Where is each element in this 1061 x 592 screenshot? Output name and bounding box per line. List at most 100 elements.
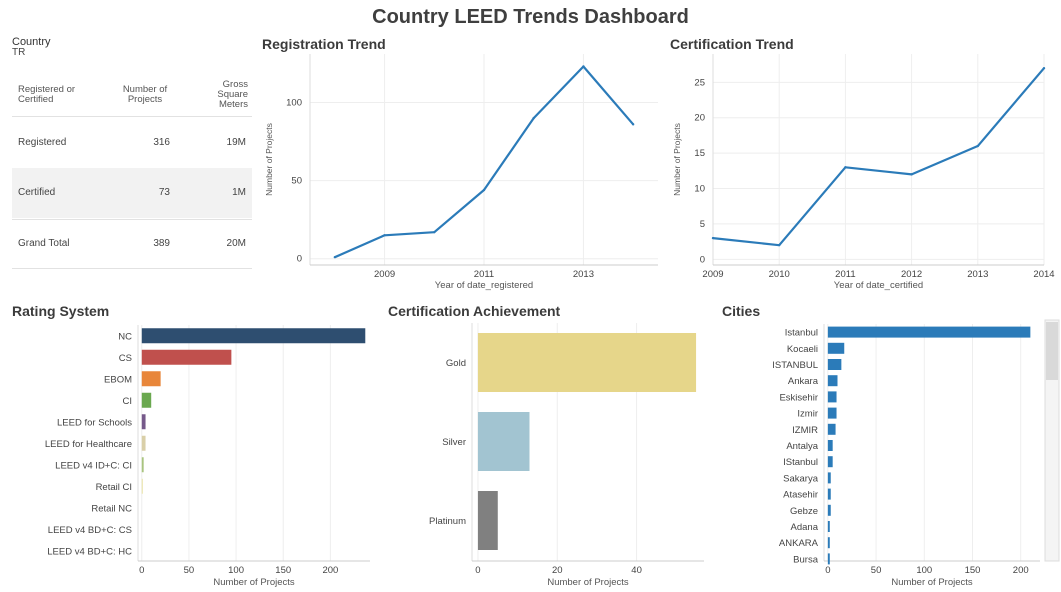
- category-label: Ankara: [788, 376, 819, 387]
- category-label: LEED for Healthcare: [45, 439, 132, 450]
- registration-trend-title: Registration Trend: [262, 36, 386, 52]
- dashboard-title: Country LEED Trends Dashboard: [372, 6, 689, 28]
- x-tick-label: 150: [965, 565, 981, 576]
- category-label: EBOM: [104, 374, 132, 385]
- bar: [827, 407, 837, 419]
- table-row-label: Certified: [18, 187, 56, 198]
- certification-trend-title: Certification Trend: [670, 36, 794, 52]
- y-tick-label: 10: [694, 184, 705, 195]
- table-row-projects: 389: [153, 238, 170, 249]
- y-axis-title: Number of Projects: [264, 123, 274, 196]
- category-label: LEED for Schools: [57, 417, 132, 428]
- x-tick-label: 0: [825, 565, 830, 576]
- bar: [141, 457, 144, 473]
- category-label: Retail NC: [91, 503, 132, 514]
- series-line: [712, 67, 1045, 247]
- category-label: LEED v4 ID+C: CI: [55, 460, 132, 471]
- data-point: [778, 243, 781, 247]
- category-label: Gold: [446, 358, 466, 369]
- y-tick-label: 15: [694, 148, 705, 159]
- x-tick-label: 200: [322, 565, 338, 576]
- cities-title: Cities: [722, 303, 761, 319]
- table-row-total[interactable]: Grand Total 389 20M: [12, 220, 252, 268]
- bar: [827, 423, 836, 435]
- y-tick-label: 100: [286, 97, 302, 108]
- category-label: ISTANBUL: [772, 360, 818, 371]
- y-tick-label: 50: [291, 176, 302, 187]
- y-axis-title: Number of Projects: [672, 123, 682, 196]
- table-row-gsm: 19M: [226, 137, 246, 148]
- x-tick-label: 2009: [374, 269, 395, 280]
- category-label: Antalya: [786, 441, 818, 452]
- x-tick-label: 2009: [702, 269, 723, 280]
- y-tick-label: 0: [700, 254, 705, 265]
- table-divider: [12, 116, 252, 117]
- bar: [827, 521, 830, 532]
- table-row-gsm: 1M: [232, 187, 246, 198]
- bar: [827, 504, 831, 516]
- x-tick-label: 2013: [967, 269, 988, 280]
- scrollbar-track[interactable]: [1044, 319, 1060, 562]
- x-tick-label: 2011: [474, 269, 494, 280]
- x-tick-label: 2010: [769, 269, 790, 280]
- bar: [827, 553, 830, 565]
- bar: [477, 491, 498, 550]
- category-label: Eskisehir: [779, 392, 818, 403]
- rating-system-chart[interactable]: NC CS EBOM CI LEED for Schools LEED for Healt…: [8, 318, 378, 592]
- category-label: ANKARA: [779, 538, 819, 549]
- country-filter-value[interactable]: TR: [12, 47, 26, 58]
- category-label: Atasehir: [783, 490, 818, 501]
- table-row-label: Grand Total: [18, 238, 70, 249]
- x-tick-label: 200: [1013, 565, 1029, 576]
- y-tick-label: 20: [694, 113, 705, 124]
- category-label: Adana: [791, 522, 819, 533]
- x-tick-label: 0: [139, 565, 144, 576]
- table-row-projects: 73: [158, 187, 170, 198]
- category-label: NC: [118, 331, 132, 342]
- category-label: Retail CI: [96, 482, 132, 493]
- data-point: [383, 234, 386, 237]
- x-axis-title: Number of Projects: [891, 577, 973, 588]
- category-label: IZMIR: [792, 425, 818, 436]
- x-tick-label: 50: [871, 565, 882, 576]
- category-label: Bursa: [793, 554, 819, 565]
- bar: [827, 359, 842, 370]
- certification-trend-chart[interactable]: 2009 2010 2011 2012 2013 2014 0 5 10 15 20 25 Year o…: [670, 52, 1056, 296]
- cities-chart[interactable]: Istanbul Kocaeli ISTANBUL Ankara Eskisehir Iz…: [718, 318, 1061, 592]
- bar: [827, 326, 1031, 338]
- table-row-label: Registered: [18, 137, 67, 148]
- bar: [827, 456, 833, 468]
- bar: [477, 333, 697, 392]
- bar: [141, 349, 232, 365]
- x-tick-label: 2012: [901, 269, 922, 280]
- registration-trend-chart[interactable]: 2009 2011 2013 0 50 100 Year of date_registere…: [262, 52, 662, 296]
- table-header-status: Registered or Certified: [18, 84, 76, 105]
- x-tick-label: 0: [475, 565, 480, 576]
- category-label: LEED v4 BD+C: HC: [47, 546, 132, 557]
- bar: [827, 537, 830, 549]
- data-point: [631, 123, 635, 126]
- country-filter-label: Country: [12, 36, 51, 48]
- x-tick-label: 40: [631, 565, 642, 576]
- data-point: [844, 166, 847, 169]
- x-tick-label: 50: [184, 565, 195, 576]
- data-point: [333, 255, 337, 259]
- x-axis-title: Year of date_registered: [435, 280, 533, 291]
- table-row[interactable]: Registered 316 19M: [12, 117, 252, 167]
- table-header-projects: Number of Projects: [122, 84, 168, 105]
- table-divider: [12, 268, 252, 269]
- bar: [827, 342, 845, 354]
- y-tick-label: 25: [694, 77, 705, 88]
- category-label: IStanbul: [783, 457, 818, 468]
- bar: [141, 392, 152, 408]
- table-row[interactable]: Certified 73 1M: [12, 168, 252, 218]
- data-point: [1042, 66, 1046, 70]
- bar: [827, 391, 837, 403]
- category-label: Istanbul: [785, 328, 818, 339]
- x-tick-label: 20: [552, 565, 563, 576]
- x-tick-label: 2013: [573, 269, 594, 280]
- scrollbar-thumb[interactable]: [1046, 322, 1058, 380]
- bar: [141, 328, 366, 344]
- y-tick-label: 5: [700, 219, 705, 230]
